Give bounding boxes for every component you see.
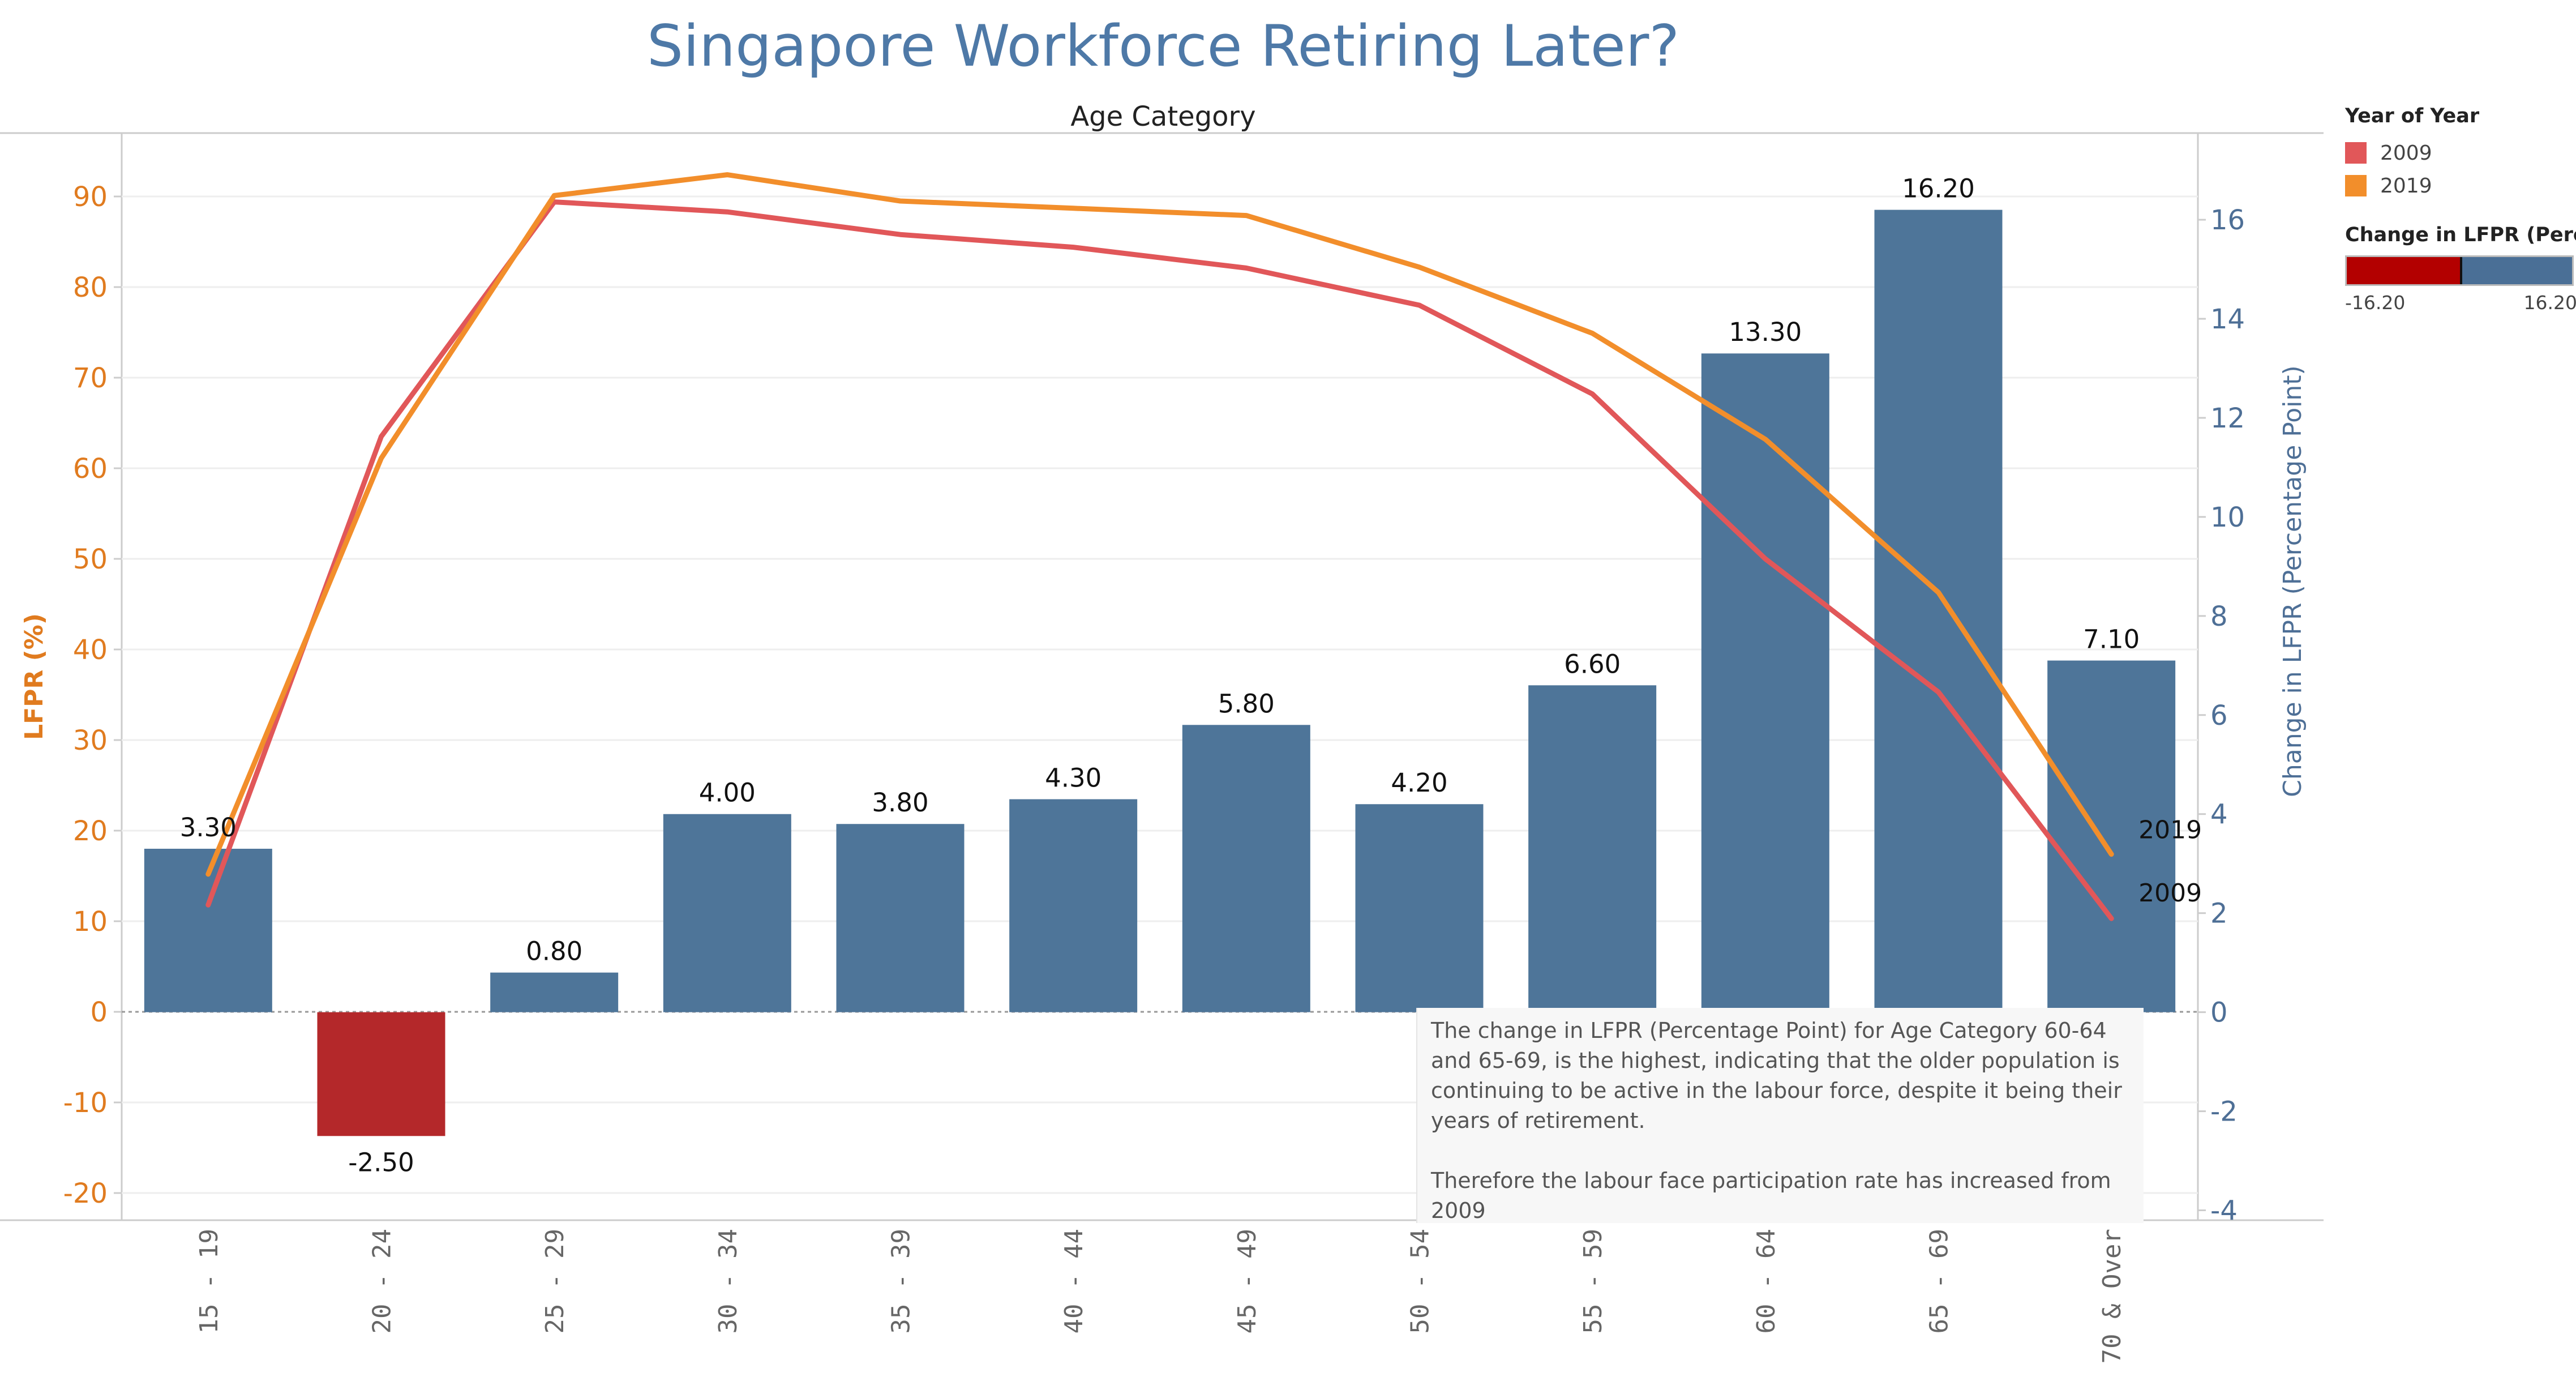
bar-60-64	[1701, 353, 1829, 1012]
legend-swatch-2019	[2345, 175, 2367, 196]
right-tick-label: 6	[2210, 700, 2228, 732]
bar-50-54	[1355, 804, 1484, 1012]
legend-label-2019: 2019	[2380, 174, 2432, 198]
right-axis-title: Change in LFPR (Percentage Point)	[2278, 365, 2307, 797]
change-color-legend-bar[interactable]	[2345, 255, 2574, 286]
bar-55-59	[1528, 685, 1657, 1012]
bar-30-34	[663, 814, 791, 1012]
x-tick-label: 45 - 49	[1233, 1229, 1262, 1333]
bar-value-label: 4.00	[699, 778, 756, 808]
change-color-legend-title: Change in LFPR (Percen..	[2345, 224, 2576, 246]
bar-value-label: 0.80	[526, 937, 582, 967]
color-legend-max-label: 16.20	[2523, 292, 2576, 314]
right-tick-label: 4	[2210, 799, 2228, 831]
line-end-label-2019: 2019	[2138, 816, 2202, 845]
color-legend-negative-range	[2347, 257, 2460, 284]
top-axis-title: Age Category	[1070, 101, 1256, 132]
bar-25-29	[490, 972, 619, 1012]
x-tick-label: 40 - 44	[1060, 1229, 1088, 1333]
bar-35-39	[836, 824, 965, 1012]
annotation-paragraph-1: The change in LFPR (Percentage Point) fo…	[1431, 1018, 2122, 1133]
left-tick-label: 50	[73, 544, 108, 575]
bar-65-69	[1874, 210, 2003, 1012]
bar-40-44	[1009, 799, 1138, 1012]
bar-value-label: 7.10	[2083, 625, 2140, 655]
bar-value-label: 4.30	[1045, 763, 1101, 793]
x-tick-label: 70 & Over	[2098, 1229, 2127, 1363]
bar-value-label: 4.20	[1391, 768, 1447, 798]
x-tick-label: 55 - 59	[1579, 1229, 1608, 1333]
year-legend-title: Year of Year	[2345, 105, 2480, 127]
legend-label-2009: 2009	[2380, 141, 2432, 165]
x-tick-label: 25 - 29	[541, 1229, 569, 1333]
right-tick-label: 12	[2210, 403, 2245, 434]
x-tick-label: 20 - 24	[368, 1229, 397, 1333]
left-axis-title: LFPR (%)	[20, 613, 49, 740]
right-tick-label: 8	[2210, 601, 2228, 632]
bar-70Over	[2047, 660, 2176, 1012]
x-tick-label: 35 - 39	[887, 1229, 916, 1333]
right-tick-label: 10	[2210, 502, 2245, 533]
color-legend-positive-range	[2460, 257, 2572, 284]
left-tick-label: 20	[73, 815, 108, 847]
year-legend: Year of Year 2009 2019	[2345, 105, 2576, 202]
right-tick-label: -2	[2210, 1096, 2238, 1128]
left-tick-label: -20	[63, 1178, 108, 1209]
bar-value-label: -2.50	[348, 1147, 414, 1177]
annotation-box: The change in LFPR (Percentage Point) fo…	[1416, 1008, 2144, 1223]
left-tick-label: -10	[63, 1087, 108, 1119]
right-tick-label: 14	[2210, 303, 2245, 335]
legend-swatch-2009	[2345, 142, 2367, 164]
bar-45-49	[1182, 725, 1310, 1012]
line-2019	[205, 172, 2114, 877]
color-legend-zero-marker	[2460, 257, 2462, 284]
color-legend-min-label: -16.20	[2345, 292, 2406, 314]
legend-item-2009[interactable]: 2009	[2345, 136, 2576, 169]
bar-value-label: 16.20	[1902, 174, 1975, 204]
left-tick-label: 30	[73, 725, 108, 756]
bar-value-label: 3.80	[872, 788, 928, 818]
right-tick-label: -4	[2210, 1195, 2238, 1227]
bar-value-label: 5.80	[1218, 689, 1275, 719]
annotation-paragraph-2: Therefore the labour face participation …	[1431, 1168, 2111, 1223]
left-tick-label: 40	[73, 634, 108, 666]
right-tick-label: 2	[2210, 898, 2228, 930]
left-tick-label: 60	[73, 453, 108, 485]
left-tick-label: 80	[73, 272, 108, 303]
bar-value-label: 6.60	[1564, 649, 1621, 679]
left-tick-label: 70	[73, 362, 108, 394]
x-tick-label: 65 - 69	[1925, 1229, 1954, 1333]
bar-value-label: 3.30	[180, 813, 237, 843]
left-tick-label: 10	[73, 906, 108, 938]
bar-value-label: 13.30	[1729, 317, 1802, 347]
right-tick-label: 16	[2210, 204, 2245, 236]
x-tick-label: 30 - 34	[714, 1229, 743, 1333]
line-end-label-2009: 2009	[2138, 879, 2202, 908]
x-tick-label: 60 - 64	[1752, 1229, 1781, 1333]
right-tick-label: 0	[2210, 997, 2228, 1029]
bar-20-24	[317, 1012, 445, 1136]
x-tick-label: 50 - 54	[1406, 1229, 1435, 1333]
left-tick-label: 90	[73, 181, 108, 213]
chart-title: Singapore Workforce Retiring Later?	[646, 12, 1680, 79]
legend-item-2019[interactable]: 2019	[2345, 169, 2576, 202]
change-color-legend: Change in LFPR (Percen.. -16.20 16.20	[2345, 224, 2576, 314]
x-tick-label: 15 - 19	[195, 1229, 224, 1333]
left-tick-label: 0	[90, 997, 108, 1028]
